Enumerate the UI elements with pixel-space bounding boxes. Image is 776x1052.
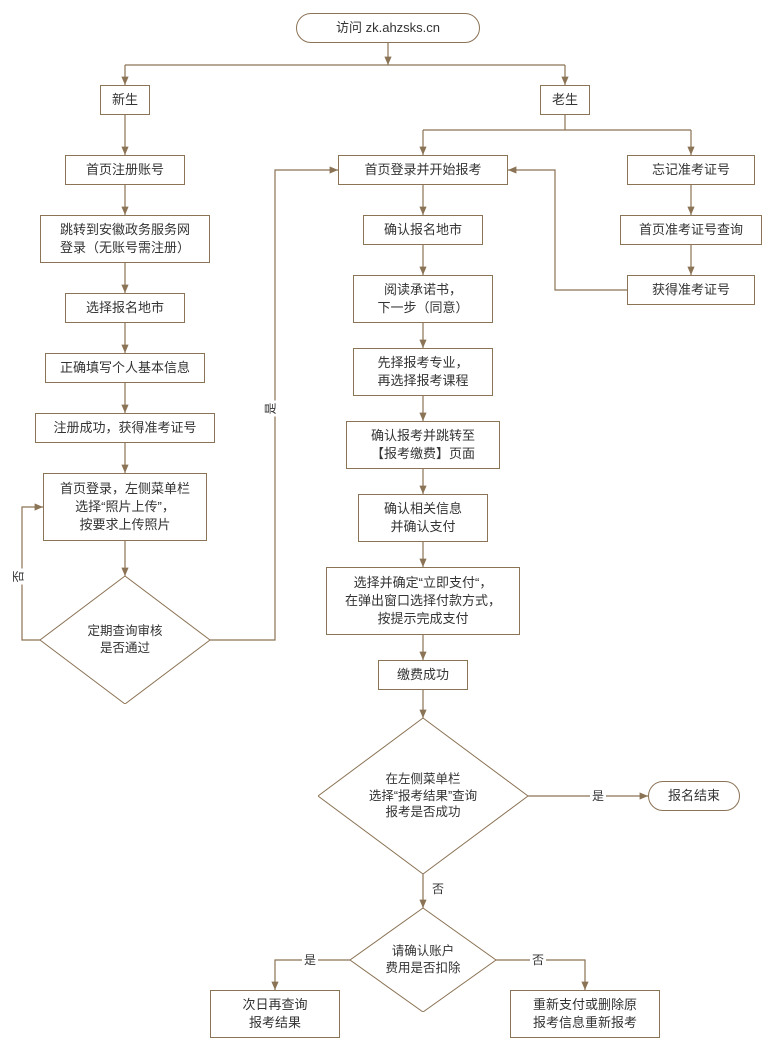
node-r2: 重新支付或删除原 报考信息重新报考: [510, 990, 660, 1038]
node-n1: 首页注册账号: [65, 155, 185, 185]
node-text: 首页登录并开始报考: [364, 161, 481, 179]
node-m7: 选择并确定“立即支付“， 在弹出窗口选择付款方式， 按提示完成支付: [326, 567, 520, 635]
node-end: 报名结束: [648, 781, 740, 811]
node-text: 首页登录，左侧菜单栏 选择“照片上传”， 按要求上传照片: [60, 480, 190, 535]
node-text: 重新支付或删除原 报考信息重新报考: [533, 996, 637, 1032]
node-old: 老生: [540, 85, 590, 115]
edge-label-d3-yes: 是: [302, 951, 318, 968]
node-text: 新生: [112, 91, 138, 109]
node-text: 定期查询审核 是否通过: [87, 623, 162, 657]
node-text: 确认报考并跳转至 【报考缴费】页面: [371, 427, 475, 463]
node-text: 忘记准考证号: [652, 161, 730, 179]
node-text: 首页准考证号查询: [639, 221, 743, 239]
node-f1: 忘记准考证号: [627, 155, 755, 185]
node-f2: 首页准考证号查询: [620, 215, 762, 245]
node-text: 先择报考专业， 再选择报考课程: [377, 354, 468, 390]
node-n6: 首页登录，左侧菜单栏 选择“照片上传”， 按要求上传照片: [43, 473, 207, 541]
node-text: 报名结束: [668, 787, 720, 805]
node-d1: 定期查询审核 是否通过: [40, 576, 210, 704]
node-text: 在左侧菜单栏 选择“报考结果”查询 报考是否成功: [369, 771, 477, 822]
node-n4: 正确填写个人基本信息: [45, 353, 205, 383]
node-text: 选择报名地市: [86, 299, 164, 317]
node-m4: 先择报考专业， 再选择报考课程: [353, 348, 493, 396]
node-n2: 跳转到安徽政务服务网 登录（无账号需注册）: [40, 215, 210, 263]
node-text: 缴费成功: [397, 666, 449, 684]
node-text: 首页注册账号: [86, 161, 164, 179]
node-m6: 确认相关信息 并确认支付: [358, 494, 488, 542]
node-text: 访问 zk.ahzsks.cn: [336, 19, 440, 37]
node-text: 正确填写个人基本信息: [60, 359, 190, 377]
node-n5: 注册成功，获得准考证号: [35, 413, 215, 443]
edge-label-d1-no: 否: [10, 568, 27, 584]
node-text: 确认报名地市: [384, 221, 462, 239]
node-text: 阅读承诺书， 下一步（同意）: [377, 281, 468, 317]
node-text: 老生: [552, 91, 578, 109]
node-m3: 阅读承诺书， 下一步（同意）: [353, 275, 493, 323]
edge-label-d2-yes: 是: [590, 787, 606, 804]
node-text: 获得准考证号: [652, 281, 730, 299]
edge-label-d3-no: 否: [530, 951, 546, 968]
node-m8: 缴费成功: [378, 660, 468, 690]
node-m5: 确认报考并跳转至 【报考缴费】页面: [346, 421, 500, 469]
node-new: 新生: [100, 85, 150, 115]
node-text: 选择并确定“立即支付“， 在弹出窗口选择付款方式， 按提示完成支付: [345, 574, 501, 629]
node-d3: 请确认账户 费用是否扣除: [350, 908, 496, 1012]
node-m1: 首页登录并开始报考: [338, 155, 508, 185]
node-m2: 确认报名地市: [363, 215, 483, 245]
node-r1: 次日再查询 报考结果: [210, 990, 340, 1038]
node-n3: 选择报名地市: [65, 293, 185, 323]
edge-label-d2-no: 否: [430, 880, 446, 897]
node-text: 跳转到安徽政务服务网 登录（无账号需注册）: [60, 221, 190, 257]
edge-label-d1-yes: 是: [262, 400, 279, 416]
node-f3: 获得准考证号: [627, 275, 755, 305]
node-text: 次日再查询 报考结果: [242, 996, 307, 1032]
node-text: 确认相关信息 并确认支付: [384, 500, 462, 536]
node-text: 请确认账户 费用是否扣除: [385, 943, 460, 977]
node-text: 注册成功，获得准考证号: [53, 419, 196, 437]
node-start: 访问 zk.ahzsks.cn: [296, 13, 480, 43]
node-d2: 在左侧菜单栏 选择“报考结果”查询 报考是否成功: [318, 718, 528, 874]
